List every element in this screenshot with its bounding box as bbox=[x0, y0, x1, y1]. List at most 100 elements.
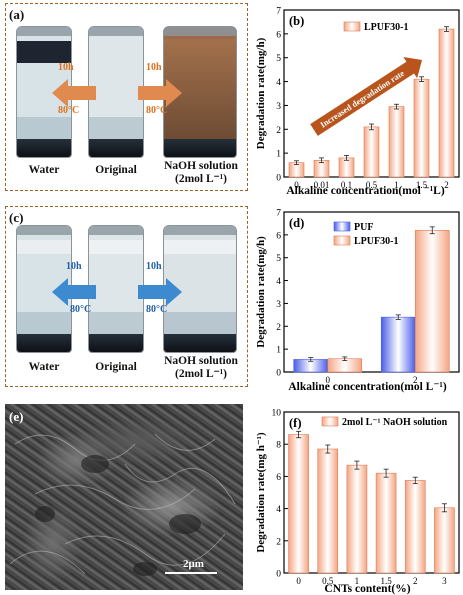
y-tick-label: 7 bbox=[276, 7, 281, 17]
y-tick-label: 5 bbox=[276, 54, 281, 64]
y-tick-label: 0 bbox=[276, 369, 281, 379]
y-axis-label: Degradation rate(mg/h) bbox=[255, 236, 267, 348]
x-tick-label: 0 bbox=[296, 576, 301, 586]
x-tick-label: 3 bbox=[442, 576, 447, 586]
bar bbox=[413, 78, 430, 178]
y-tick-label: 2 bbox=[276, 537, 281, 547]
y-tick-label: 4 bbox=[276, 78, 281, 88]
trend-arrow bbox=[310, 57, 422, 136]
x-tick-label: 0 bbox=[294, 180, 299, 190]
y-tick-label: 2 bbox=[276, 323, 281, 333]
x-tick-label: 0.01 bbox=[314, 180, 330, 190]
bar bbox=[317, 448, 339, 574]
vial-label-original-c: Original bbox=[95, 361, 137, 373]
arrow-temp-left-c: 80°C bbox=[70, 304, 92, 315]
x-tick-label: 1 bbox=[394, 180, 399, 190]
arrow-time-left-c: 10h bbox=[66, 261, 82, 272]
legend-swatch bbox=[321, 416, 339, 427]
x-tick-label: 0.5 bbox=[322, 576, 334, 586]
legend-swatch bbox=[333, 235, 351, 246]
x-tick-label: 0.5 bbox=[366, 180, 378, 190]
scale-bar bbox=[165, 572, 217, 574]
scale-bar-label: 2μm bbox=[183, 558, 204, 570]
bar bbox=[338, 157, 355, 178]
x-axis-label: CNTs content(%) bbox=[324, 583, 410, 595]
vial-label-naoh-c: NaOH solution (2mol L⁻¹) bbox=[164, 355, 238, 380]
y-tick-label: 4 bbox=[276, 505, 281, 515]
arrow-temp-right-c: 80°C bbox=[146, 304, 168, 315]
y-tick-label: 2 bbox=[276, 126, 281, 136]
vial-original-a bbox=[88, 26, 144, 158]
panel-a-label: (a) bbox=[9, 7, 25, 22]
bar bbox=[388, 106, 405, 178]
bar bbox=[346, 464, 368, 574]
bar bbox=[380, 316, 416, 373]
panel-c-frame: (c) 10h 80°C 10h 80°C Water Original NaO… bbox=[5, 206, 248, 387]
y-axis-label: Degradation rate(mg h⁻¹) bbox=[255, 432, 267, 553]
x-tick-label: 2 bbox=[413, 375, 418, 385]
arrow-right-a bbox=[138, 79, 182, 107]
arrow-left-a bbox=[52, 79, 96, 107]
panel-c-label: (c) bbox=[9, 210, 24, 225]
sem-image: (e) 2μm bbox=[5, 404, 243, 590]
panel-e-label: (e) bbox=[9, 409, 24, 424]
bar bbox=[414, 229, 450, 373]
plot-frame bbox=[283, 411, 460, 574]
vial-naoh-c bbox=[163, 225, 237, 353]
arrow-time-left-a: 10h bbox=[58, 62, 74, 73]
arrow-left-c bbox=[52, 278, 96, 306]
arrow-time-right-a: 10h bbox=[146, 62, 162, 73]
y-tick-label: 3 bbox=[276, 300, 281, 310]
bar bbox=[375, 472, 397, 574]
y-tick-label: 0 bbox=[276, 570, 281, 580]
bar bbox=[363, 126, 380, 178]
vial-label-water-a: Water bbox=[28, 164, 60, 176]
vial-label-naoh-a: NaOH solution (2mol L⁻¹) bbox=[164, 160, 238, 185]
x-tick-label: 0 bbox=[326, 375, 331, 385]
y-tick-label: 4 bbox=[276, 277, 281, 287]
y-tick-label: 7 bbox=[276, 209, 281, 219]
legend-label: PUF bbox=[354, 222, 373, 233]
y-tick-label: 6 bbox=[276, 231, 281, 241]
bar bbox=[434, 507, 455, 574]
y-tick-label: 1 bbox=[276, 346, 281, 356]
x-axis-label: Alkaline concentration(mol L⁻¹) bbox=[288, 381, 447, 393]
bar bbox=[438, 28, 455, 178]
chart-b: 0 1 2 3 4 5 6 7 Degradation rate(mg/h) Alkaline c… bbox=[255, 7, 460, 197]
vial-original-c bbox=[88, 225, 144, 353]
x-axis-label: Alkaline concentration(mol ⁻¹L) bbox=[286, 185, 445, 197]
arrow-temp-left-a: 80°C bbox=[58, 105, 80, 116]
legend-label: LPUF30-1 bbox=[364, 22, 408, 33]
y-tick-label: 1 bbox=[276, 150, 281, 160]
plot-frame bbox=[283, 211, 460, 373]
y-tick-label: 3 bbox=[276, 102, 281, 112]
y-tick-label: 10 bbox=[272, 409, 282, 419]
x-tick-label: 2 bbox=[444, 180, 449, 190]
panel-a-frame: (a) 10h 80°C 10h 80°C Water Original NaO… bbox=[5, 3, 248, 191]
chart-d: 0 1 2 3 4 5 6 7 Degradation rate(mg/h) Alkaline c… bbox=[255, 209, 460, 393]
vial-label-water-c: Water bbox=[28, 361, 60, 373]
arrow-right-c bbox=[138, 278, 182, 306]
arrow-temp-right-a: 80°C bbox=[146, 105, 168, 116]
legend-label: LPUF30-1 bbox=[354, 236, 398, 247]
arrow-time-right-c: 10h bbox=[146, 261, 162, 272]
x-tick-label: 1 bbox=[355, 576, 360, 586]
x-tick-label: 0.1 bbox=[341, 180, 352, 190]
vial-naoh-a bbox=[163, 26, 237, 158]
y-tick-label: 5 bbox=[276, 254, 281, 264]
x-tick-label: 1.5 bbox=[380, 576, 392, 586]
bar bbox=[404, 480, 426, 574]
y-tick-label: 0 bbox=[276, 174, 281, 184]
legend-label: 2mol L⁻¹ NaOH solution bbox=[342, 417, 448, 428]
y-tick-label: 8 bbox=[276, 441, 281, 451]
vial-label-original-a: Original bbox=[95, 164, 137, 176]
y-axis-label: Degradation rate(mg/h) bbox=[255, 37, 267, 149]
sem-texture bbox=[9, 433, 236, 576]
y-tick-label: 6 bbox=[276, 473, 281, 483]
x-tick-label: 2 bbox=[413, 576, 418, 586]
legend-swatch bbox=[333, 221, 351, 232]
y-tick-label: 6 bbox=[276, 30, 281, 40]
x-tick-label: 1.5 bbox=[416, 180, 428, 190]
legend-swatch bbox=[343, 21, 361, 32]
